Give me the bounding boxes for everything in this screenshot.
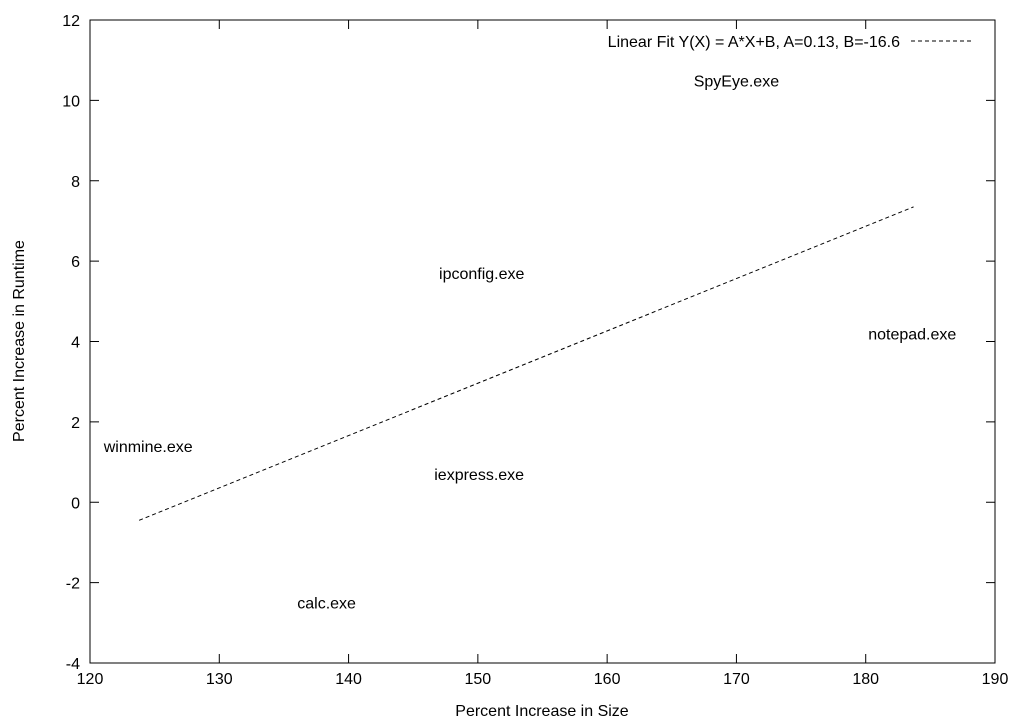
- x-tick-label: 170: [723, 671, 750, 688]
- x-tick-label: 120: [77, 671, 104, 688]
- plot-frame: [89, 19, 996, 664]
- point-label: iexpress.exe: [434, 467, 524, 484]
- y-tick-label: -4: [66, 656, 80, 673]
- axis-ticks: 120 130 140 150 160 170 180 190 -4 -2 0 2 4 6 8 10 12: [62, 13, 1008, 688]
- y-tick-label: 8: [71, 174, 80, 191]
- x-tick-label: 150: [465, 671, 492, 688]
- point-label: SpyEye.exe: [694, 73, 779, 90]
- y-tick-label: 6: [71, 254, 80, 271]
- point-label: notepad.exe: [868, 326, 956, 343]
- x-tick-label: 130: [206, 671, 233, 688]
- y-axis-label: Percent Increase in Runtime: [11, 240, 28, 442]
- x-axis-label: Percent Increase in Size: [455, 703, 629, 720]
- point-label: winmine.exe: [103, 439, 193, 456]
- x-tick-label: 140: [335, 671, 362, 688]
- y-tick-label: 12: [62, 13, 80, 30]
- legend: Linear Fit Y(X) = A*X+B, A=0.13, B=-16.6: [608, 34, 973, 51]
- point-label: ipconfig.exe: [439, 266, 524, 283]
- fit-line: [138, 206, 914, 521]
- y-tick-label: -2: [66, 576, 80, 593]
- x-tick-label: 190: [982, 671, 1009, 688]
- point-labels: SpyEye.exe ipconfig.exe notepad.exe winmine…: [103, 73, 957, 612]
- y-tick-label: 2: [71, 415, 80, 432]
- x-tick-label: 180: [852, 671, 879, 688]
- y-tick-label: 0: [71, 495, 80, 512]
- fit-line-group: [138, 206, 914, 521]
- y-tick-label: 4: [71, 335, 80, 352]
- point-label: calc.exe: [297, 596, 356, 613]
- x-tick-label: 160: [594, 671, 621, 688]
- y-tick-label: 10: [62, 93, 80, 110]
- legend-label: Linear Fit Y(X) = A*X+B, A=0.13, B=-16.6: [608, 34, 900, 51]
